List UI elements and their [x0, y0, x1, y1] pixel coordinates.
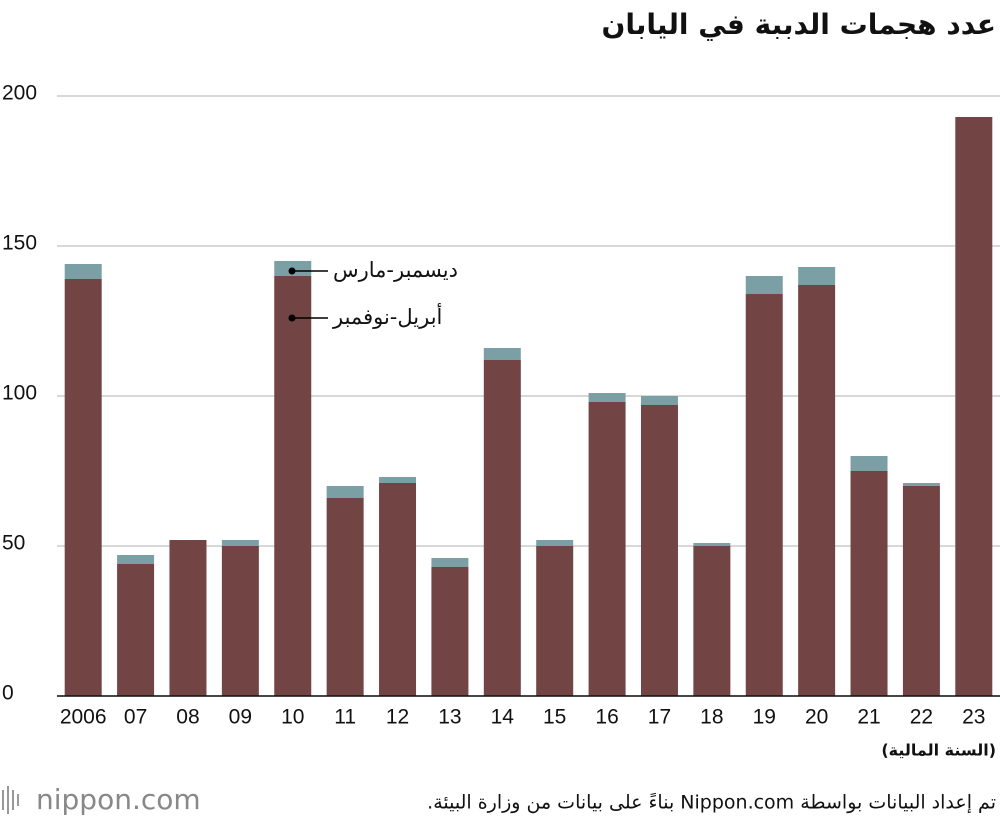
- bar-segment: [379, 483, 417, 696]
- x-tick-label: 10: [281, 706, 304, 729]
- x-tick-label: 19: [753, 706, 776, 729]
- bar-segment: [588, 393, 626, 402]
- bar-segment: [693, 546, 731, 696]
- bar-segment: [955, 117, 993, 696]
- x-tick-label: 23: [962, 706, 985, 729]
- bar-segment: [483, 360, 521, 696]
- bar-segment: [850, 456, 888, 471]
- bar-segment: [640, 405, 678, 696]
- bar-segment: [274, 276, 312, 696]
- bar-segment: [902, 483, 940, 486]
- chart-title: عدد هجمات الدببة في اليابان: [601, 8, 996, 41]
- bar-segment: [64, 264, 102, 279]
- bar-segment: [536, 540, 574, 546]
- logo-icon: [2, 786, 19, 814]
- y-tick-label: 0: [2, 682, 14, 705]
- x-tick-label: 18: [700, 706, 723, 729]
- legend-label: أبريل-نوفمبر: [332, 303, 442, 329]
- bar-segment: [745, 294, 783, 696]
- x-tick-label: 11: [334, 706, 356, 729]
- bar-segment: [640, 396, 678, 405]
- bar-segment: [536, 546, 574, 696]
- y-tick-label: 150: [2, 232, 37, 255]
- bar-segment: [379, 477, 417, 483]
- bar-segment: [431, 558, 469, 567]
- bar-segment: [117, 555, 155, 564]
- x-tick-label: 20: [805, 706, 828, 729]
- bar-segment: [483, 348, 521, 360]
- x-tick-label: 15: [543, 706, 566, 729]
- bar-segment: [117, 564, 155, 696]
- x-tick-label: 09: [229, 706, 252, 729]
- source-note: تم إعداد البيانات بواسطة Nippon.com بناء…: [427, 792, 996, 815]
- bar-segment: [902, 486, 940, 696]
- x-tick-label: 2006: [60, 706, 107, 729]
- x-tick-label: 21: [857, 706, 880, 729]
- x-tick-label: 16: [595, 706, 618, 729]
- x-tick-label: 12: [386, 706, 409, 729]
- bar-segment: [169, 540, 207, 696]
- bar-segment: [798, 285, 836, 696]
- bar-segment: [693, 543, 731, 546]
- bar-segment: [326, 486, 364, 498]
- y-tick-label: 50: [2, 532, 25, 555]
- y-tick-label: 200: [2, 82, 37, 105]
- x-tick-label: 14: [491, 706, 515, 729]
- bar-segment: [221, 540, 259, 546]
- bar-segment: [221, 546, 259, 696]
- bar-segment: [588, 402, 626, 696]
- bar-segment: [798, 267, 836, 285]
- x-tick-label: 17: [648, 706, 671, 729]
- bar-segment: [850, 471, 888, 696]
- x-tick-label: 08: [176, 706, 199, 729]
- x-axis-label: (السنة المالية): [881, 741, 996, 760]
- bar-segment: [64, 279, 102, 696]
- bar-segment: [326, 498, 364, 696]
- y-tick-label: 100: [2, 382, 37, 405]
- x-tick-label: 13: [438, 706, 461, 729]
- x-tick-label: 07: [124, 706, 147, 729]
- legend-label: ديسمبر-مارس: [333, 258, 458, 282]
- x-tick-label: 22: [910, 706, 933, 729]
- bar-segment: [745, 276, 783, 294]
- bar-segment: [431, 567, 469, 696]
- logo: nippon.com: [36, 783, 201, 816]
